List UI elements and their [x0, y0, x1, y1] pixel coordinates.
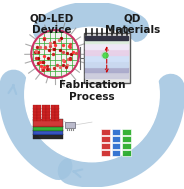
FancyBboxPatch shape: [33, 119, 63, 126]
FancyBboxPatch shape: [85, 61, 128, 67]
FancyBboxPatch shape: [101, 136, 110, 142]
FancyBboxPatch shape: [33, 134, 63, 139]
Text: QD-LED
Device: QD-LED Device: [29, 14, 74, 35]
FancyBboxPatch shape: [112, 129, 120, 135]
FancyBboxPatch shape: [33, 130, 63, 135]
FancyBboxPatch shape: [101, 143, 110, 149]
FancyBboxPatch shape: [112, 143, 120, 149]
Circle shape: [25, 27, 159, 162]
FancyBboxPatch shape: [85, 50, 128, 55]
FancyBboxPatch shape: [122, 136, 131, 142]
Circle shape: [31, 30, 79, 78]
FancyBboxPatch shape: [101, 150, 110, 156]
Text: Fabrication
Process: Fabrication Process: [59, 80, 125, 102]
FancyBboxPatch shape: [85, 44, 128, 49]
FancyBboxPatch shape: [122, 150, 131, 156]
FancyBboxPatch shape: [85, 38, 128, 43]
FancyBboxPatch shape: [33, 126, 63, 131]
FancyBboxPatch shape: [65, 122, 75, 128]
FancyBboxPatch shape: [122, 129, 131, 135]
FancyBboxPatch shape: [85, 67, 128, 72]
FancyBboxPatch shape: [122, 143, 131, 149]
Circle shape: [102, 52, 108, 59]
FancyBboxPatch shape: [85, 36, 128, 40]
FancyBboxPatch shape: [101, 129, 110, 135]
FancyBboxPatch shape: [112, 136, 120, 142]
FancyBboxPatch shape: [112, 150, 120, 156]
FancyBboxPatch shape: [85, 56, 128, 61]
FancyBboxPatch shape: [84, 33, 130, 83]
FancyBboxPatch shape: [85, 73, 128, 78]
Text: QD
Materials: QD Materials: [105, 14, 160, 35]
